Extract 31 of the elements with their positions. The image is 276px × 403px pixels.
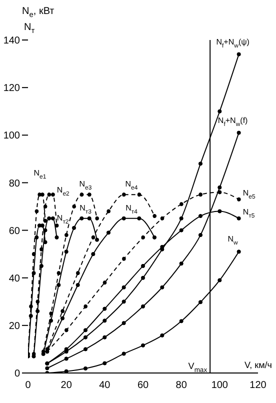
x-tick-label: 0	[25, 380, 32, 392]
x-tick-label: 80	[176, 380, 188, 392]
ref-line-label: V$_{max}$	[188, 361, 208, 374]
series-label: N$_{т4}$	[126, 203, 138, 216]
series-label: N$_{e4}$	[125, 180, 138, 192]
series-label: N$_{e1}$	[34, 168, 47, 181]
x-tick-label: 120	[250, 380, 267, 392]
series-label: N$_{т5}$	[242, 207, 256, 220]
y-axis-title: N$_{e}$, кВт	[22, 6, 55, 19]
y-tick-label: 120	[3, 83, 20, 94]
x-tick-label: 20	[60, 380, 72, 392]
y-tick-label: 20	[8, 320, 20, 332]
x-tick-label: 100	[211, 380, 228, 392]
x-tick-label: 60	[137, 380, 149, 392]
x-tick-label: 40	[99, 380, 111, 392]
y-tick-label: 140	[3, 36, 20, 47]
series-label: N$_{e3}$	[79, 180, 92, 192]
series-label: N$_{т3}$	[80, 203, 92, 216]
y-tick-label: 60	[8, 226, 20, 237]
series-label: N$_{f}$+N$_{w}$(f)	[218, 116, 248, 128]
y-tick-label: 100	[3, 130, 20, 142]
x-axis-title: V, км/ч	[244, 360, 272, 370]
series-label: N$_{e2}$	[56, 186, 70, 198]
y-tick-label: 0	[14, 368, 20, 380]
series-label: N$_{f}$+N$_{w}$(ψ)	[216, 37, 250, 50]
series-label: N$_{e5}$	[242, 188, 256, 200]
y-tick-label: 80	[8, 178, 20, 190]
series-label: N$_{w}$	[228, 234, 239, 247]
text: N$_{т}$	[24, 22, 36, 35]
series-label: N$_{т2}$	[56, 213, 70, 226]
y-tick-label: 40	[8, 273, 20, 284]
